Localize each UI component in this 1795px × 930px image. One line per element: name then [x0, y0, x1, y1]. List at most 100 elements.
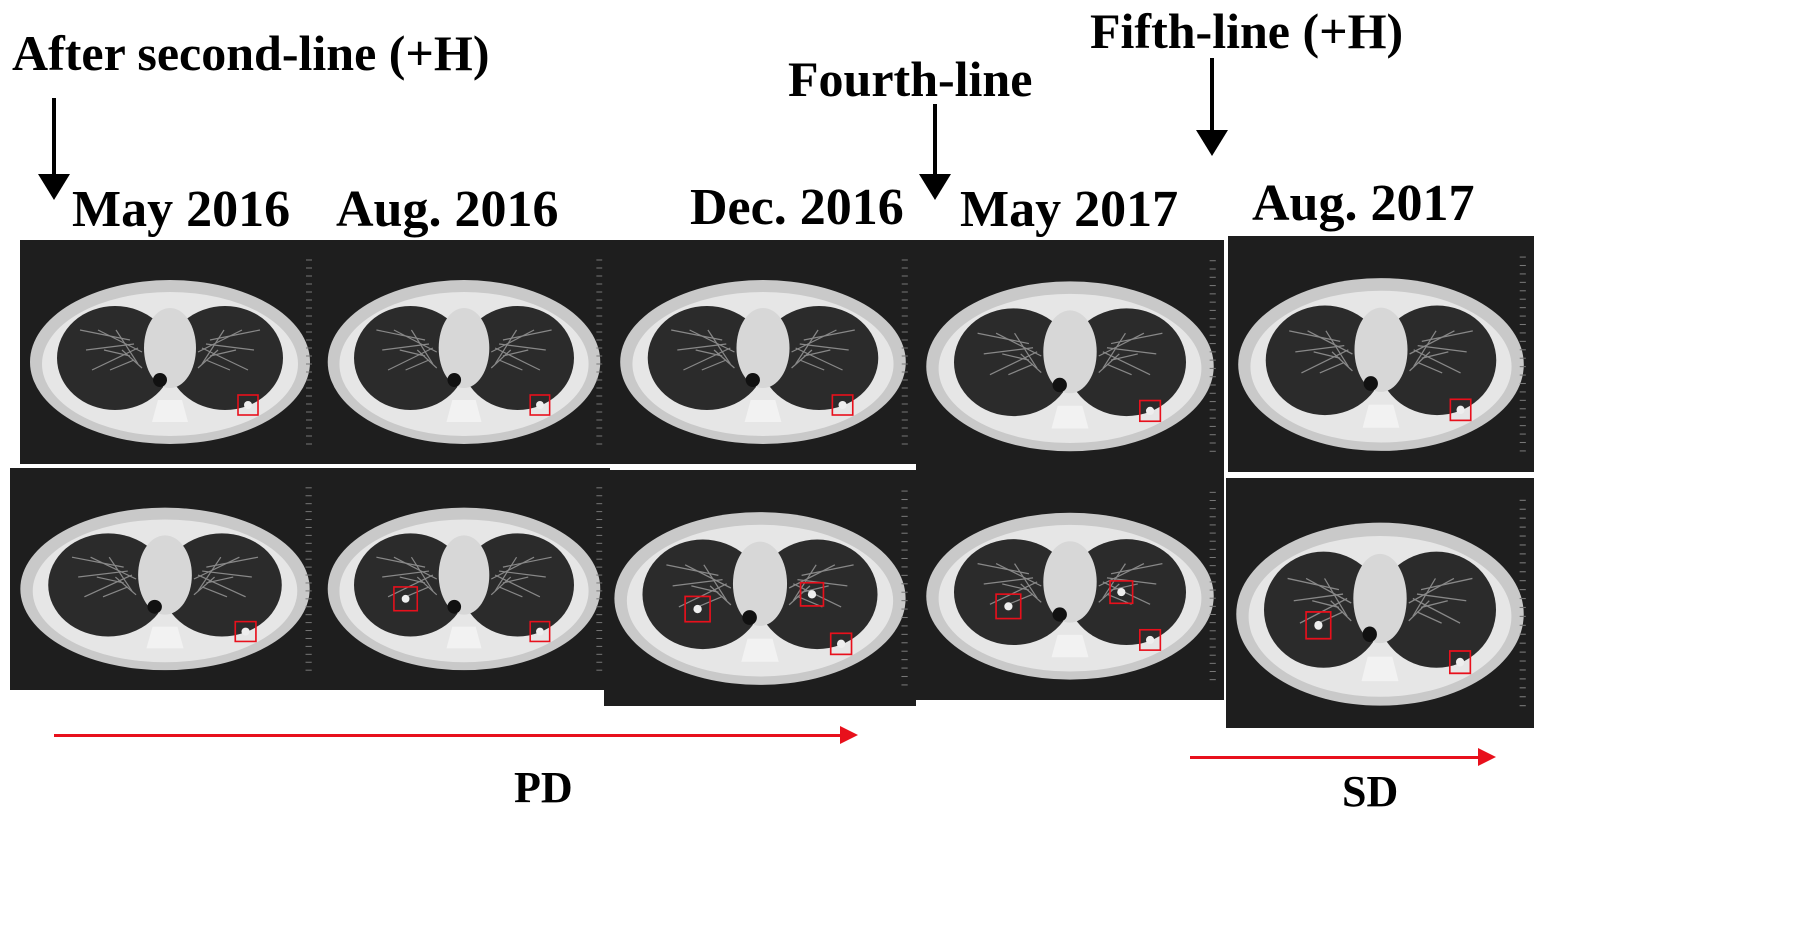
lesion-marker-box — [799, 581, 825, 607]
ct-right-lung — [57, 306, 173, 410]
ct-trachea — [745, 373, 760, 387]
ct-scan-lower-may-2016 — [10, 468, 320, 690]
ct-lesion — [1145, 635, 1155, 645]
ct-trachea — [1363, 376, 1378, 391]
ct-spine — [1051, 405, 1089, 429]
ct-spine — [446, 626, 482, 649]
second-line-treatment-label: After second-line (+H) — [12, 25, 490, 81]
ct-right-lung — [354, 533, 467, 637]
fourth-line-arrow — [919, 104, 951, 200]
ct-lesion — [536, 627, 544, 636]
ct-spine — [1362, 404, 1400, 428]
ct-left-lung — [1066, 539, 1187, 646]
ct-scan-lower-may-2017 — [916, 472, 1224, 700]
ct-scan-upper-dec-2016 — [610, 240, 916, 464]
ct-mediastinum — [438, 308, 490, 388]
lesion-marker-box — [1448, 650, 1472, 675]
ct-lesion — [807, 590, 817, 599]
ct-lesion — [1117, 588, 1126, 597]
ct-left-lung — [1066, 308, 1187, 417]
lesion-marker-box — [237, 394, 259, 416]
ct-mediastinum — [438, 535, 490, 615]
ct-spine — [741, 638, 779, 662]
ct-lesion — [1456, 405, 1465, 415]
ct-lesion — [401, 594, 410, 603]
lesion-marker-box — [1109, 580, 1134, 605]
ct-right-lung — [354, 306, 467, 410]
ct-trachea — [1052, 607, 1067, 622]
ct-scan-lower-aug-2016 — [318, 468, 610, 690]
lesion-marker-box — [234, 620, 257, 643]
lesion-marker-box — [1449, 398, 1472, 422]
ct-lesion — [1004, 602, 1013, 611]
ct-trachea — [742, 610, 757, 625]
lesion-marker-box — [831, 394, 854, 416]
ct-left-lung — [161, 533, 282, 637]
ct-lesion — [1455, 657, 1465, 667]
sd-stable-arrow — [1190, 748, 1496, 766]
ct-spine — [146, 626, 184, 649]
lesion-marker-box — [529, 394, 551, 416]
ct-right-lung — [642, 539, 764, 650]
ct-spine — [744, 400, 782, 422]
ct-right-lung — [1263, 551, 1384, 668]
lesion-marker-box — [1138, 628, 1162, 651]
ct-scan-lower-dec-2016 — [604, 470, 916, 706]
ct-lesion — [838, 401, 847, 409]
ct-left-lung — [1377, 305, 1497, 416]
ct-trachea — [1052, 377, 1067, 393]
pd-response-label: PD — [514, 763, 573, 812]
ct-scan-upper-may-2016 — [20, 240, 320, 464]
ct-mediastinum — [1043, 541, 1097, 623]
ct-lesion — [536, 401, 544, 409]
date-label-5: Aug. 2017 — [1252, 175, 1475, 232]
ct-lesion — [693, 604, 702, 614]
ct-trachea — [1362, 626, 1377, 643]
ct-mediastinum — [1353, 553, 1407, 644]
ct-right-lung — [953, 308, 1074, 417]
fourth-line-treatment-label: Fourth-line — [788, 51, 1033, 107]
lesion-marker-box — [393, 586, 419, 612]
date-label-2: Aug. 2016 — [336, 181, 559, 238]
lesion-marker-box — [829, 632, 853, 656]
pd-progression-arrow — [54, 726, 858, 744]
ct-scan-upper-may-2017 — [916, 240, 1224, 472]
lesion-marker-box — [529, 620, 551, 643]
ct-trachea — [147, 599, 162, 614]
lesion-marker-box — [1305, 611, 1332, 640]
fifth-line-arrow — [1196, 58, 1228, 156]
ct-left-lung — [461, 306, 574, 410]
ct-mediastinum — [144, 308, 196, 388]
fifth-line-treatment-label: Fifth-line (+H) — [1090, 3, 1404, 59]
ct-mediastinum — [1043, 310, 1097, 394]
ct-right-lung — [48, 533, 169, 637]
ct-mediastinum — [736, 308, 790, 388]
ct-trachea — [447, 373, 462, 387]
ct-lesion — [244, 401, 252, 409]
ct-spine — [1361, 656, 1399, 682]
ct-lesion — [836, 639, 846, 649]
sd-response-label: SD — [1342, 767, 1399, 816]
ct-spine — [1051, 634, 1089, 658]
ct-scan-upper-aug-2016 — [318, 240, 610, 464]
ct-mediastinum — [1354, 307, 1408, 392]
ct-left-lung — [756, 539, 878, 650]
ct-left-lung — [1376, 551, 1497, 668]
lesion-marker-box — [1138, 399, 1162, 423]
date-label-3: Dec. 2016 — [690, 179, 904, 236]
ct-spine — [446, 400, 482, 422]
ct-spine — [152, 400, 188, 422]
lesion-marker-box — [684, 595, 711, 623]
second-line-arrow — [38, 98, 70, 200]
ct-right-lung — [953, 539, 1074, 646]
lesion-marker-box — [995, 593, 1022, 620]
date-label-4: May 2017 — [960, 181, 1179, 238]
ct-lesion — [241, 627, 250, 636]
ct-mediastinum — [732, 541, 788, 626]
date-label-1: May 2016 — [72, 181, 291, 238]
ct-lesion — [1314, 620, 1323, 630]
ct-left-lung — [461, 533, 574, 637]
ct-mediastinum — [138, 535, 192, 615]
ct-right-lung — [647, 306, 767, 410]
ct-scan-lower-aug-2017 — [1226, 478, 1534, 728]
